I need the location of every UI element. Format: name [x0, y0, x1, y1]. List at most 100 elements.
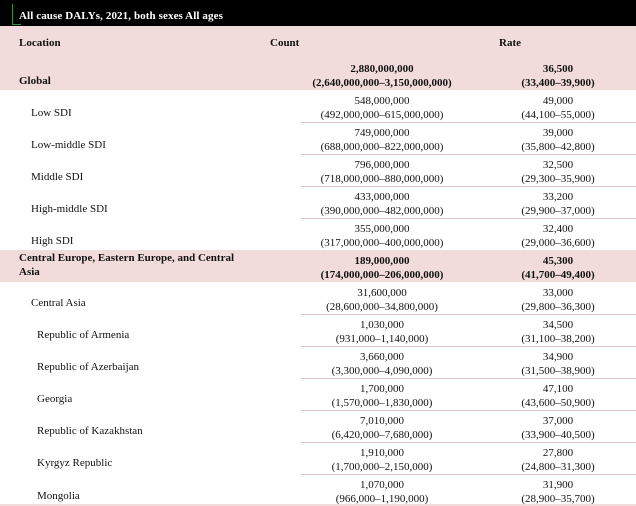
location-cell: Middle SDI: [31, 171, 84, 183]
table-row[interactable]: Mongolia 1,070,000 (966,000–1,190,000) 3…: [0, 474, 636, 506]
table-row-region[interactable]: Central Europe, Eastern Europe, and Cent…: [0, 250, 636, 282]
row-divider: [301, 442, 636, 443]
table-title: All cause DALYs, 2021, both sexes All ag…: [19, 10, 223, 22]
count-uncertainty: (174,000,000–206,000,000): [320, 269, 444, 281]
rate-value: 32,500: [542, 159, 574, 171]
table-row[interactable]: Republic of Armenia 1,030,000 (931,000–1…: [0, 314, 636, 346]
table-row[interactable]: Low SDI 548,000,000 (492,000,000–615,000…: [0, 90, 636, 122]
location-cell: Global: [19, 75, 51, 87]
table-row[interactable]: Republic of Azerbaijan 3,660,000 (3,300,…: [0, 346, 636, 378]
table-row[interactable]: High-middle SDI 433,000,000 (390,000,000…: [0, 186, 636, 218]
rate-cell: 33,200 (29,900–37,000): [505, 190, 611, 218]
count-cell: 749,000,000 (688,000,000–822,000,000): [300, 126, 464, 154]
rate-uncertainty: (43,600–50,900): [521, 397, 595, 409]
column-header-rate: Rate: [499, 37, 521, 49]
rate-cell: 37,000 (33,900–40,500): [505, 414, 611, 442]
rate-value: 27,800: [542, 447, 574, 459]
rate-uncertainty: (33,400–39,900): [521, 77, 595, 89]
count-cell: 1,070,000 (966,000–1,190,000): [300, 478, 464, 506]
count-uncertainty: (1,570,000–1,830,000): [331, 397, 433, 409]
count-cell: 355,000,000 (317,000,000–400,000,000): [300, 222, 464, 250]
count-uncertainty: (1,700,000–2,150,000): [331, 461, 433, 473]
table-row[interactable]: Middle SDI 796,000,000 (718,000,000–880,…: [0, 154, 636, 186]
table-row[interactable]: Low-middle SDI 749,000,000 (688,000,000–…: [0, 122, 636, 154]
count-uncertainty: (6,420,000–7,680,000): [331, 429, 433, 441]
count-value: 1,070,000: [360, 479, 404, 491]
rate-uncertainty: (29,900–37,000): [521, 205, 595, 217]
location-cell: Kyrgyz Republic: [37, 457, 113, 469]
count-uncertainty: (931,000–1,140,000): [335, 333, 429, 345]
count-uncertainty: (718,000,000–880,000,000): [320, 173, 444, 185]
location-cell: Central Asia: [31, 297, 86, 309]
rate-uncertainty: (31,500–38,900): [521, 365, 595, 377]
count-cell: 1,030,000 (931,000–1,140,000): [300, 318, 464, 346]
count-value: 433,000,000: [354, 191, 410, 203]
count-cell: 31,600,000 (28,600,000–34,800,000): [300, 286, 464, 314]
count-value: 548,000,000: [354, 95, 410, 107]
rate-value: 33,200: [542, 191, 574, 203]
count-value: 796,000,000: [354, 159, 410, 171]
table-row[interactable]: High SDI 355,000,000 (317,000,000–400,00…: [0, 218, 636, 250]
location-cell: Republic of Azerbaijan: [37, 361, 140, 373]
rate-uncertainty: (29,800–36,300): [521, 301, 595, 313]
count-value: 749,000,000: [354, 127, 410, 139]
count-value: 189,000,000: [354, 255, 410, 267]
rate-cell: 45,300 (41,700–49,400): [505, 254, 611, 282]
count-value: 3,660,000: [360, 351, 404, 363]
count-value: 31,600,000: [357, 287, 407, 299]
table-row[interactable]: Republic of Kazakhstan 7,010,000 (6,420,…: [0, 410, 636, 442]
count-value: 1,910,000: [360, 447, 404, 459]
rate-cell: 32,500 (29,300–35,900): [505, 158, 611, 186]
rate-cell: 33,000 (29,800–36,300): [505, 286, 611, 314]
row-divider: [301, 186, 636, 187]
count-cell: 189,000,000 (174,000,000–206,000,000): [300, 254, 464, 282]
table-row-global[interactable]: Global 2,880,000,000 (2,640,000,000–3,15…: [0, 58, 636, 90]
location-cell: Republic of Armenia: [37, 329, 130, 341]
row-divider: [301, 410, 636, 411]
location-cell: High SDI: [31, 235, 74, 247]
rate-uncertainty: (24,800–31,300): [521, 461, 595, 473]
location-line-2: Asia: [19, 266, 40, 278]
rate-cell: 34,500 (31,100–38,200): [505, 318, 611, 346]
rate-cell: 32,400 (29,000–36,600): [505, 222, 611, 250]
count-value: 1,700,000: [360, 383, 404, 395]
table-row[interactable]: Kyrgyz Republic 1,910,000 (1,700,000–2,1…: [0, 442, 636, 474]
rate-uncertainty: (29,300–35,900): [521, 173, 595, 185]
rate-uncertainty: (35,800–42,800): [521, 141, 595, 153]
count-uncertainty: (688,000,000–822,000,000): [320, 141, 444, 153]
rate-cell: 49,000 (44,100–55,000): [505, 94, 611, 122]
count-uncertainty: (2,640,000,000–3,150,000,000): [312, 77, 452, 89]
rate-value: 34,500: [542, 319, 574, 331]
count-uncertainty: (492,000,000–615,000,000): [320, 109, 444, 121]
table-row[interactable]: Georgia 1,700,000 (1,570,000–1,830,000) …: [0, 378, 636, 410]
rate-value: 36,500: [542, 63, 574, 75]
count-cell: 796,000,000 (718,000,000–880,000,000): [300, 158, 464, 186]
row-divider: [301, 346, 636, 347]
rate-value: 32,400: [542, 223, 574, 235]
rate-cell: 34,900 (31,500–38,900): [505, 350, 611, 378]
count-cell: 1,910,000 (1,700,000–2,150,000): [300, 446, 464, 474]
location-cell: High-middle SDI: [31, 203, 108, 215]
table-row[interactable]: Central Asia 31,600,000 (28,600,000–34,8…: [0, 282, 636, 314]
title-bar: All cause DALYs, 2021, both sexes All ag…: [0, 0, 636, 26]
count-value: 1,030,000: [360, 319, 404, 331]
row-divider: [301, 378, 636, 379]
row-divider: [301, 314, 636, 315]
rate-value: 37,000: [542, 415, 574, 427]
location-cell: Low-middle SDI: [31, 139, 106, 151]
rate-uncertainty: (33,900–40,500): [521, 429, 595, 441]
count-cell: 2,880,000,000 (2,640,000,000–3,150,000,0…: [300, 62, 464, 90]
count-uncertainty: (28,600,000–34,800,000): [326, 301, 438, 313]
cell-cursor-icon: [12, 4, 21, 25]
column-header-count: Count: [270, 37, 300, 49]
column-header-location: Location: [19, 37, 61, 49]
rate-uncertainty: (28,900–35,700): [521, 493, 595, 505]
count-cell: 548,000,000 (492,000,000–615,000,000): [300, 94, 464, 122]
rate-value: 45,300: [542, 255, 574, 267]
location-cell: Mongolia: [37, 490, 80, 502]
rate-cell: 39,000 (35,800–42,800): [505, 126, 611, 154]
location-cell: Central Europe, Eastern Europe, and Cent…: [19, 251, 234, 279]
rate-value: 39,000: [542, 127, 574, 139]
location-cell: Low SDI: [31, 107, 72, 119]
count-cell: 1,700,000 (1,570,000–1,830,000): [300, 382, 464, 410]
